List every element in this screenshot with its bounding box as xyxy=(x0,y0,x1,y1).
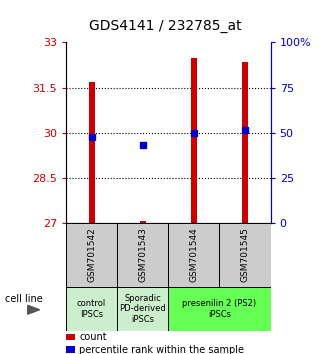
Bar xyxy=(88,81,95,223)
Text: cell line: cell line xyxy=(5,294,43,304)
Text: count: count xyxy=(79,332,107,342)
Bar xyxy=(66,223,117,287)
Text: percentile rank within the sample: percentile rank within the sample xyxy=(79,345,244,354)
Bar xyxy=(140,221,146,223)
Text: GSM701543: GSM701543 xyxy=(138,227,147,282)
Text: GSM701544: GSM701544 xyxy=(189,228,198,282)
Bar xyxy=(168,223,219,287)
Bar xyxy=(66,347,75,353)
Bar xyxy=(242,62,248,223)
Polygon shape xyxy=(28,305,40,314)
Bar xyxy=(117,223,168,287)
Bar xyxy=(66,334,75,340)
Text: control
IPSCs: control IPSCs xyxy=(77,299,106,319)
Text: GSM701545: GSM701545 xyxy=(241,227,249,282)
Text: presenilin 2 (PS2)
iPSCs: presenilin 2 (PS2) iPSCs xyxy=(182,299,256,319)
Text: GDS4141 / 232785_at: GDS4141 / 232785_at xyxy=(89,19,241,34)
Bar xyxy=(117,287,168,331)
Bar xyxy=(168,287,271,331)
Bar xyxy=(219,223,271,287)
Bar xyxy=(66,287,117,331)
Bar xyxy=(191,57,197,223)
Text: GSM701542: GSM701542 xyxy=(87,228,96,282)
Text: Sporadic
PD-derived
iPSCs: Sporadic PD-derived iPSCs xyxy=(119,294,166,324)
